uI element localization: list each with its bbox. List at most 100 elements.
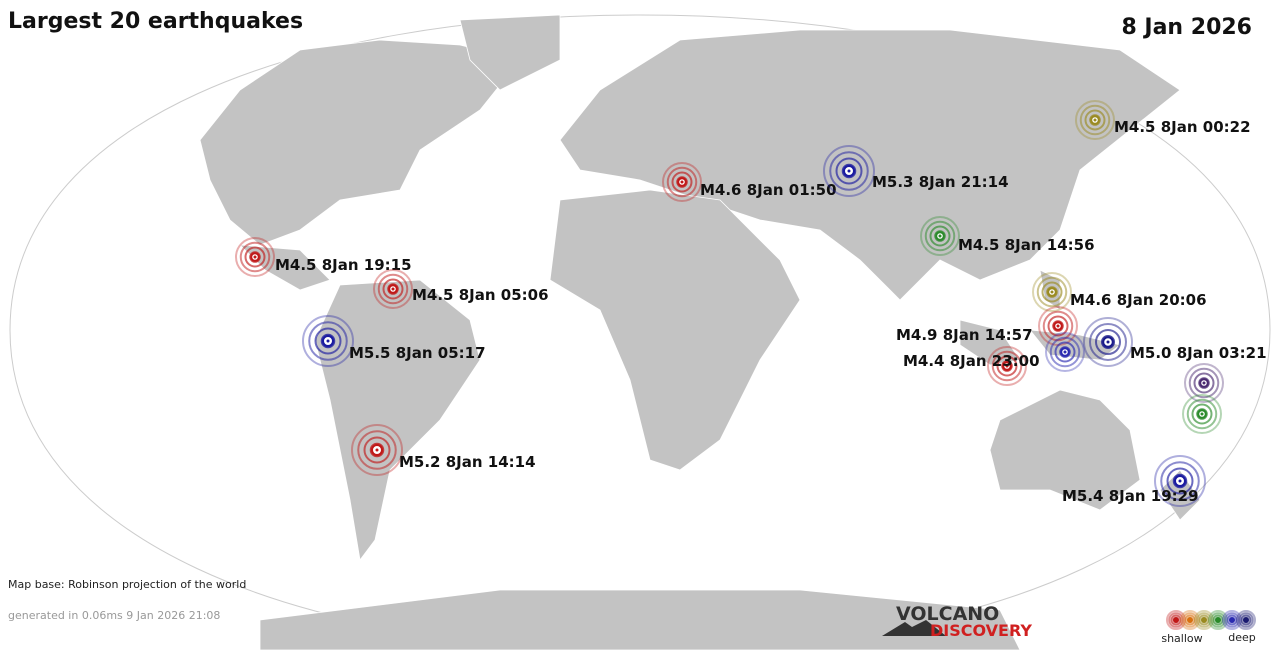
quakes: M4.5 8Jan 00:22 M4.6 8Jan 01:50 M5.3 8Jan …: [235, 100, 1267, 507]
quake-marker: [1154, 455, 1206, 507]
ring: [244, 246, 266, 268]
ring: [1089, 323, 1127, 361]
ring: [841, 163, 857, 179]
quake-marker: [823, 145, 875, 197]
ring: [1198, 614, 1210, 626]
dot: [1216, 618, 1220, 622]
ring: [357, 430, 397, 470]
ring: [1186, 398, 1218, 430]
ring: [1079, 104, 1111, 136]
ring: [239, 241, 271, 273]
quake-label: M4.9 8Jan 14:57: [896, 326, 1033, 344]
generated: generated in 0.06ms 9 Jan 2026 21:08: [8, 609, 220, 622]
ring: [1154, 455, 1206, 507]
quake-label: M4.6 8Jan 01:50: [700, 181, 837, 199]
land: [199, 14, 1201, 650]
quake-marker: [1032, 272, 1072, 312]
dot: [1202, 381, 1206, 385]
dot: [1230, 618, 1234, 622]
quake-label: M4.5 8Jan 14:56: [958, 236, 1095, 254]
dot: [1093, 118, 1097, 122]
quake-label: M5.5 8Jan 05:17: [349, 344, 486, 362]
legend-deep: deep: [1228, 631, 1256, 644]
quake-label: M5.2 8Jan 14:14: [399, 453, 536, 471]
ring: [1172, 473, 1188, 489]
dot: [1178, 479, 1182, 483]
quake-label: M4.4 8Jan 23:00: [903, 352, 1040, 370]
dot: [1056, 324, 1060, 328]
ring: [929, 225, 951, 247]
ring: [1041, 281, 1063, 303]
ring: [1101, 335, 1115, 349]
dot: [1188, 618, 1192, 622]
quake-marker: [1166, 610, 1186, 630]
ring: [1240, 614, 1252, 626]
quake-marker: [1075, 100, 1115, 140]
dot: [1005, 364, 1009, 368]
quake-marker: [662, 162, 702, 202]
dot: [680, 180, 684, 184]
ring: [1160, 461, 1200, 501]
ring: [1045, 332, 1085, 372]
quake-label: M5.0 8Jan 03:21: [1130, 344, 1267, 362]
ring: [829, 151, 869, 191]
ring: [1170, 614, 1182, 626]
ring: [996, 355, 1018, 377]
dot: [938, 234, 942, 238]
quake-label: M4.5 8Jan 05:06: [412, 286, 549, 304]
ring: [987, 346, 1027, 386]
legend: shallow deep: [1161, 610, 1256, 645]
ring: [373, 269, 413, 309]
dot: [253, 255, 257, 259]
logo-line1: VOLCANO: [896, 603, 999, 625]
dot: [1106, 340, 1110, 344]
ring: [1166, 467, 1194, 495]
logo-line2: DISCOVERY: [930, 621, 1032, 640]
quake-label: M5.3 8Jan 21:14: [872, 173, 1009, 191]
ring: [1075, 100, 1115, 140]
ring: [1054, 341, 1076, 363]
ring: [662, 162, 702, 202]
ring: [382, 278, 404, 300]
ring: [1095, 329, 1121, 355]
ring: [377, 273, 409, 305]
dot: [1063, 350, 1067, 354]
quake-marker: [235, 237, 275, 277]
quake-label: M4.6 8Jan 20:06: [1070, 291, 1207, 309]
ring: [320, 333, 336, 349]
quake-marker: [302, 315, 354, 367]
ring: [1191, 403, 1213, 425]
ring: [1032, 272, 1072, 312]
ring: [671, 171, 693, 193]
ring: [835, 157, 863, 185]
ring: [1047, 315, 1069, 337]
ring: [1193, 372, 1215, 394]
ring: [1184, 363, 1224, 403]
date: 8 Jan 2026: [1121, 15, 1252, 40]
quake-marker: [987, 346, 1027, 386]
ring: [1182, 394, 1222, 434]
ring: [363, 436, 391, 464]
dot: [326, 339, 330, 343]
dot: [1174, 618, 1178, 622]
ring: [991, 350, 1023, 382]
quake-label: M5.4 8Jan 19:29: [1062, 487, 1199, 505]
ring: [1238, 612, 1254, 628]
quake-marker: [1083, 317, 1133, 367]
ring: [1212, 614, 1224, 626]
dot: [1050, 290, 1054, 294]
ring: [314, 327, 342, 355]
ring: [1083, 317, 1133, 367]
ring: [1236, 610, 1256, 630]
ring: [1188, 367, 1220, 399]
dot: [1200, 412, 1204, 416]
ring: [1036, 276, 1068, 308]
ring: [823, 145, 875, 197]
quake-marker: [1236, 610, 1256, 630]
ring: [369, 442, 385, 458]
quake-marker: [1045, 332, 1085, 372]
dot: [375, 448, 379, 452]
ring: [235, 237, 275, 277]
quake-label: M4.5 8Jan 19:15: [275, 256, 412, 274]
dot: [847, 169, 851, 173]
